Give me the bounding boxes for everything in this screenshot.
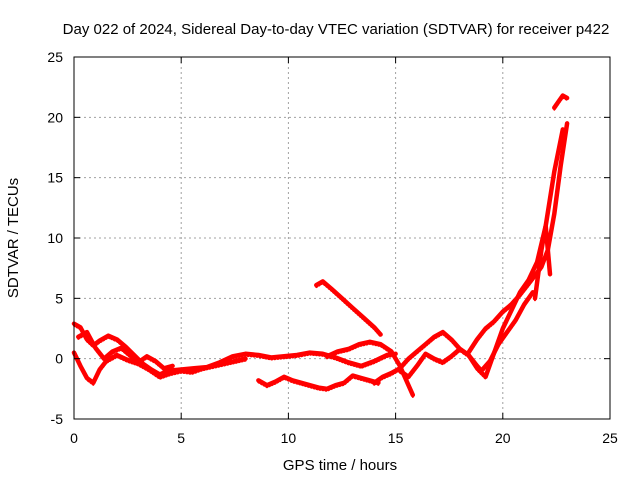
series-band-track-8: [398, 130, 564, 380]
x-tick-label: 5: [177, 430, 185, 446]
series-line-track-8: [397, 127, 566, 380]
x-axis-label: GPS time / hours: [283, 457, 397, 474]
x-tick-label: 20: [495, 430, 511, 446]
chart-title: Day 022 of 2024, Sidereal Day-to-day VTE…: [63, 21, 610, 38]
y-axis-label: SDTVAR / TECUs: [5, 178, 22, 298]
y-tick-label: 5: [55, 290, 63, 306]
series-band-track-7: [373, 293, 534, 386]
grid: [74, 57, 610, 419]
tick-labels: 0 5 10 15 20 25 -5 0 5 10 15 20 25: [47, 49, 618, 446]
x-tick-label: 10: [281, 430, 297, 446]
series-band-track-5: [315, 282, 382, 338]
series-line-track-3: [76, 329, 175, 371]
series-band-track-10: [534, 226, 551, 302]
y-tick-label: 10: [47, 230, 63, 246]
series-layer: [71, 93, 570, 398]
axis-ticks: [73, 56, 611, 420]
y-tick-label: 0: [55, 351, 63, 367]
x-tick-label: 15: [388, 430, 404, 446]
y-tick-label: 25: [47, 49, 63, 65]
x-tick-label: 25: [602, 430, 618, 446]
y-tick-label: -5: [51, 411, 64, 427]
series-line-track-5: [314, 279, 383, 337]
series-band-track-4: [257, 376, 380, 392]
series-line-track-2: [71, 350, 248, 386]
series-line-track-4: [256, 373, 381, 392]
series-band-track-2: [73, 353, 247, 386]
series-band-track-11: [553, 96, 569, 111]
series-band-track-9: [467, 124, 569, 356]
y-tick-label: 15: [47, 170, 63, 186]
series-band-track-3: [77, 333, 174, 372]
y-tick-label: 20: [47, 109, 63, 125]
x-tick-label: 0: [70, 430, 78, 446]
series-line-track-11: [552, 93, 570, 110]
series-line-track-7: [371, 290, 536, 386]
